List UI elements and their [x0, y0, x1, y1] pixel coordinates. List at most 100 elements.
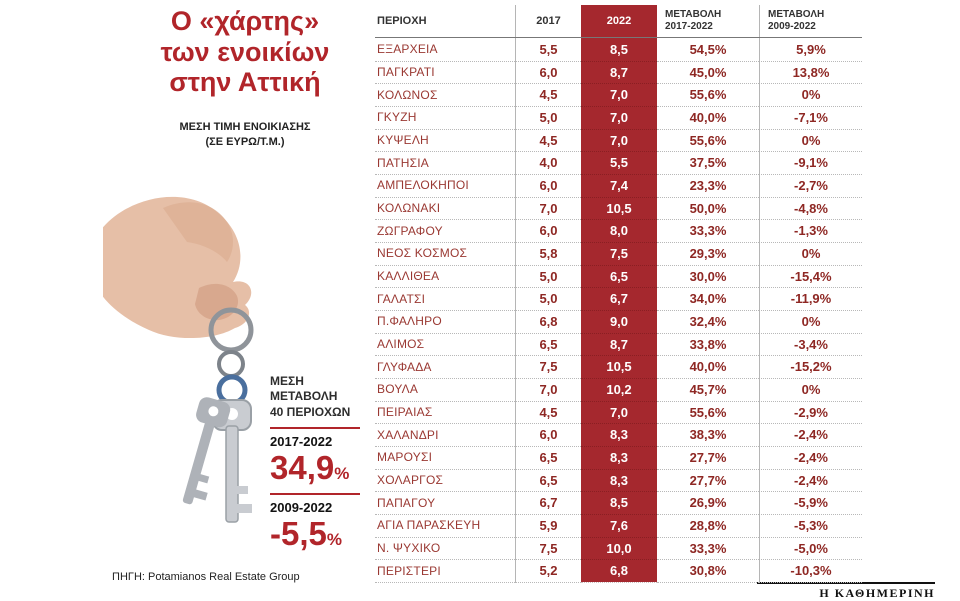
value-2022-cell: 9,0 [581, 310, 657, 334]
change-2017-2022-cell: 33,3% [657, 537, 759, 561]
table-row: ΜΑΡΟΥΣΙ 6,5 8,3 27,7% -2,4% [375, 446, 862, 470]
change-2009-2022-cell: -1,3% [759, 219, 862, 244]
change-2009-2022-cell: -11,9% [759, 287, 862, 312]
area-cell: ΕΞΑΡΧΕΙΑ [375, 38, 515, 62]
value-2022-cell: 5,5 [581, 151, 657, 176]
area-cell: ΓΑΛΑΤΣΙ [375, 287, 515, 312]
value-2022-cell: 10,5 [581, 355, 657, 380]
change-2017-2022-cell: 54,5% [657, 38, 759, 62]
value-2022-cell: 8,3 [581, 469, 657, 493]
area-cell: ΧΑΛΑΝΔΡΙ [375, 423, 515, 448]
value-2017-cell: 6,0 [515, 60, 581, 85]
rent-table: ΠΕΡΙΟΧΗ 2017 2022 ΜΕΤΑΒΟΛΗ 2017-2022 ΜΕΤ… [375, 5, 862, 584]
value-2022-cell: 7,0 [581, 83, 657, 108]
change-2017-2022-cell: 23,3% [657, 174, 759, 198]
source-note: ΠΗΓΗ: Potamianos Real Estate Group [112, 571, 300, 583]
table-row: ΧΟΛΑΡΓΟΣ 6,5 8,3 27,7% -2,4% [375, 468, 862, 493]
title-line-3: στην Αττική [169, 67, 321, 97]
value-2022-cell: 8,7 [581, 333, 657, 357]
change-2017-2022-cell: 33,3% [657, 219, 759, 244]
change-2009-2022-cell: -9,1% [759, 151, 862, 176]
table-row: ΝΕΟΣ ΚΟΣΜΟΣ 5,8 7,5 29,3% 0% [375, 242, 862, 266]
area-cell: Π.ΦΑΛΗΡΟ [375, 310, 515, 334]
stats-period-1: 2017-2022 [270, 434, 333, 450]
area-cell: ΠΑΤΗΣΙΑ [375, 151, 515, 176]
value-2017-cell: 5,0 [515, 264, 581, 289]
change-2017-2022-cell: 40,0% [657, 106, 759, 130]
table-row: ΠΑΤΗΣΙΑ 4,0 5,5 37,5% -9,1% [375, 151, 862, 176]
value-2017-cell: 6,8 [515, 310, 581, 334]
value-2022-cell: 7,4 [581, 174, 657, 198]
stats-value-1-number: 34,9 [270, 449, 335, 487]
col-header-change-2009-2022: ΜΕΤΑΒΟΛΗ 2009-2022 [759, 5, 862, 37]
value-2022-cell: 10,2 [581, 378, 657, 402]
area-cell: ΓΛΥΦΑΔΑ [375, 355, 515, 380]
change-2009-2022-cell: -2,9% [759, 400, 862, 425]
stats-value-1-percent: % [334, 464, 350, 484]
value-2022-cell: 8,0 [581, 219, 657, 244]
page-title: Ο «χάρτης» των ενοικίων στην Αττική [118, 6, 372, 98]
table-row: ΖΩΓΡΑΦΟΥ 6,0 8,0 33,3% -1,3% [375, 219, 862, 244]
change-2009-2022-cell: -10,3% [759, 559, 862, 584]
value-2017-cell: 7,0 [515, 378, 581, 402]
value-2022-cell: 6,8 [581, 559, 657, 584]
change-2017-2022-cell: 55,6% [657, 129, 759, 153]
value-2017-cell: 4,5 [515, 83, 581, 108]
area-cell: ΓΚΥΖΗ [375, 106, 515, 130]
stats-value-2-number: -5,5 [270, 514, 327, 552]
value-2017-cell: 4,5 [515, 128, 581, 153]
change-2009-2022-cell: -2,4% [759, 423, 862, 448]
value-2017-cell: 6,0 [515, 423, 581, 448]
table-row: ΕΞΑΡΧΕΙΑ 5,5 8,5 54,5% 5,9% [375, 38, 862, 62]
value-2017-cell: 6,5 [515, 446, 581, 470]
area-cell: ΑΓΙΑ ΠΑΡΑΣΚΕΥΗ [375, 514, 515, 538]
change-2017-2022-cell: 55,6% [657, 401, 759, 425]
value-2017-cell: 5,5 [515, 38, 581, 62]
value-2017-cell: 5,0 [515, 287, 581, 312]
value-2022-cell: 6,7 [581, 287, 657, 312]
table-row: ΚΑΛΛΙΘΕΑ 5,0 6,5 30,0% -15,4% [375, 264, 862, 289]
value-2017-cell: 7,5 [515, 355, 581, 380]
value-2017-cell: 7,0 [515, 196, 581, 221]
area-cell: ΑΛΙΜΟΣ [375, 333, 515, 357]
value-2022-cell: 8,7 [581, 61, 657, 85]
stats-label-line-3: 40 ΠΕΡΙΟΧΩΝ [270, 404, 351, 419]
change-2017-2022-cell: 27,7% [657, 446, 759, 470]
change-2017-2022-cell: 45,0% [657, 61, 759, 85]
area-cell: ΧΟΛΑΡΓΟΣ [375, 469, 515, 493]
value-2017-cell: 6,5 [515, 332, 581, 357]
subtitle-line-1: ΜΕΣΗ ΤΙΜΗ ΕΝΟΙΚΙΑΣΗΣ [179, 121, 311, 133]
change-2009-2022-cell: 0% [759, 310, 862, 334]
change-2017-2022-cell: 29,3% [657, 242, 759, 266]
value-2017-cell: 4,5 [515, 400, 581, 425]
value-2022-cell: 7,0 [581, 401, 657, 425]
value-2017-cell: 7,5 [515, 536, 581, 561]
table-row: ΠΕΙΡΑΙΑΣ 4,5 7,0 55,6% -2,9% [375, 400, 862, 425]
change-label: ΜΕΤΑΒΟΛΗ [665, 9, 722, 20]
area-cell: ΠΑΠΑΓΟΥ [375, 491, 515, 516]
value-2017-cell: 6,0 [515, 174, 581, 198]
value-2022-cell: 8,3 [581, 423, 657, 448]
area-cell: ΝΕΟΣ ΚΟΣΜΟΣ [375, 242, 515, 266]
area-cell: Ν. ΨΥΧΙΚΟ [375, 537, 515, 561]
change-2009-2022-cell: -4,8% [759, 196, 862, 221]
value-2017-cell: 6,5 [515, 468, 581, 493]
change-2009-2022-cell: 13,8% [759, 60, 862, 85]
table-row: ΠΑΠΑΓΟΥ 6,7 8,5 26,9% -5,9% [375, 491, 862, 516]
change-2017-2022-cell: 30,8% [657, 559, 759, 584]
table-row: ΓΛΥΦΑΔΑ 7,5 10,5 40,0% -15,2% [375, 355, 862, 380]
stats-label: ΜΕΣΗ ΜΕΤΑΒΟΛΗ 40 ΠΕΡΙΟΧΩΝ [270, 374, 366, 420]
table-row: ΧΑΛΑΝΔΡΙ 6,0 8,3 38,3% -2,4% [375, 423, 862, 448]
change-period-1: 2017-2022 [665, 21, 713, 32]
stats-value-1: 34,9% [270, 449, 366, 487]
table-row: ΚΟΛΩΝΟΣ 4,5 7,0 55,6% 0% [375, 83, 862, 108]
value-2022-cell: 7,6 [581, 514, 657, 538]
area-cell: ΖΩΓΡΑΦΟΥ [375, 219, 515, 244]
change-2017-2022-cell: 50,0% [657, 197, 759, 221]
table-row: ΠΕΡΙΣΤΕΡΙ 5,2 6,8 30,8% -10,3% [375, 559, 862, 584]
area-cell: ΚΟΛΩΝΑΚΙ [375, 197, 515, 221]
area-cell: ΒΟΥΛΑ [375, 378, 515, 402]
table-row: ΚΥΨΕΛΗ 4,5 7,0 55,6% 0% [375, 128, 862, 153]
stats-label-line-1: ΜΕΣΗ [270, 374, 304, 388]
